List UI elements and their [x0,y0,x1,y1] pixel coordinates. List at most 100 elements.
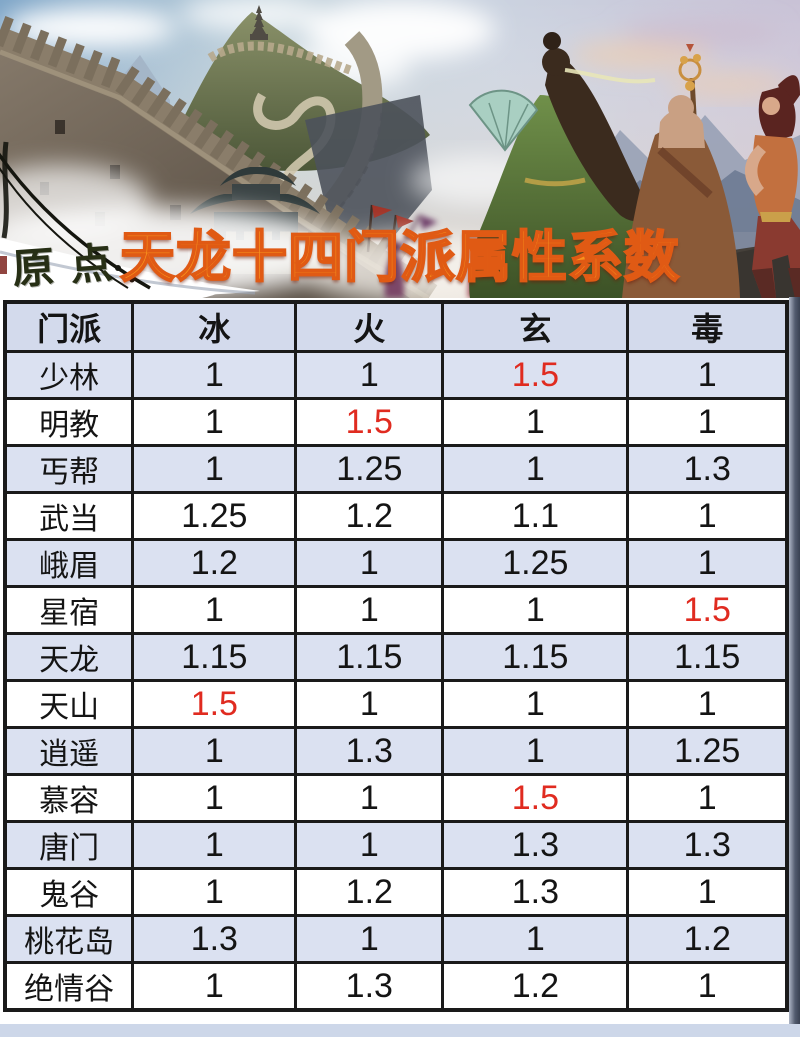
value-cell: 1.5 [626,585,789,635]
sect-cell: 绝情谷 [3,961,135,1012]
sect-cell: 少林 [3,350,135,400]
value-cell: 1.15 [626,632,789,682]
value-cell: 1 [294,820,445,870]
value-cell: 1 [626,773,789,823]
value-cell: 1 [131,961,298,1012]
value-cell: 1.3 [441,867,630,917]
value-cell: 1.2 [294,491,445,541]
table-row: 天山 1.5 1 1 1 [3,679,789,729]
value-cell: 1 [626,867,789,917]
value-cell: 1 [131,820,298,870]
value-cell: 1.1 [441,491,630,541]
value-cell: 1.3 [294,961,445,1012]
value-cell: 1 [626,679,789,729]
value-cell: 1.3 [626,820,789,870]
value-cell: 1 [626,350,789,400]
table-row: 唐门 1 1 1.3 1.3 [3,820,789,870]
winding-road [253,92,336,192]
table-body: 少林 1 1 1.5 1 明教 1 1.5 1 1 丐帮 1 1.25 1 1.3 武当 1.25 1.2 1.1 1… [3,350,789,1012]
value-cell: 1.25 [131,491,298,541]
value-cell: 1 [626,397,789,447]
great-wall-scene-illustration [0,0,800,298]
column-header-poison: 毒 [626,300,789,353]
sect-cell: 武当 [3,491,135,541]
header-artwork [0,0,800,298]
value-cell: 1.5 [441,350,630,400]
sect-cell: 慕容 [3,773,135,823]
value-cell: 1.15 [131,632,298,682]
sect-cell: 鬼谷 [3,867,135,917]
value-cell: 1.3 [294,726,445,776]
value-cell: 1 [441,914,630,964]
value-cell: 1 [626,538,789,588]
sect-cell: 天龙 [3,632,135,682]
value-cell: 1.3 [441,820,630,870]
value-cell: 1 [131,867,298,917]
sect-cell: 桃花岛 [3,914,135,964]
table-row: 明教 1 1.5 1 1 [3,397,789,447]
value-cell: 1 [294,350,445,400]
value-cell: 1 [131,585,298,635]
watermark: 原点 [10,238,130,293]
value-cell: 1.2 [131,538,298,588]
value-cell: 1 [131,444,298,494]
value-cell: 1.5 [131,679,298,729]
table-row: 天龙 1.15 1.15 1.15 1.15 [3,632,789,682]
sect-cell: 峨眉 [3,538,135,588]
column-header-sect: 门派 [3,300,135,353]
value-cell: 1.5 [441,773,630,823]
value-cell: 1.15 [294,632,445,682]
table-row: 绝情谷 1 1.3 1.2 1 [3,961,789,1012]
fan-icon [468,89,539,152]
value-cell: 1 [626,961,789,1012]
bottom-strip [0,1024,800,1037]
table-row: 逍遥 1 1.3 1 1.25 [3,726,789,776]
column-header-ice: 冰 [131,300,298,353]
table-row: 峨眉 1.2 1 1.25 1 [3,538,789,588]
value-cell: 1.25 [294,444,445,494]
table-row: 鬼谷 1 1.2 1.3 1 [3,867,789,917]
sect-cell: 星宿 [3,585,135,635]
table-header: 门派 冰 火 玄 毒 [3,300,789,353]
value-cell: 1 [441,397,630,447]
value-cell: 1 [131,397,298,447]
value-cell: 1.25 [441,538,630,588]
pagoda-icon [250,5,268,40]
value-cell: 1 [626,491,789,541]
table-row: 武当 1.25 1.2 1.1 1 [3,491,789,541]
value-cell: 1 [294,773,445,823]
value-cell: 1 [131,350,298,400]
column-header-mystic: 玄 [441,300,630,353]
value-cell: 1 [441,679,630,729]
value-cell: 1.5 [294,397,445,447]
value-cell: 1.2 [294,867,445,917]
sect-cell: 唐门 [3,820,135,870]
value-cell: 1.15 [441,632,630,682]
red-flags [372,205,414,228]
header-row: 门派 冰 火 玄 毒 [3,300,789,353]
red-female-character [744,75,800,298]
sect-cell: 明教 [3,397,135,447]
attribute-coefficient-table: 门派 冰 火 玄 毒 少林 1 1 1.5 1 明教 1 1.5 1 1 丐帮 1 1.25 1 1.3 武当… [3,300,789,1012]
value-cell: 1 [441,585,630,635]
value-cell: 1.2 [441,961,630,1012]
value-cell: 1 [294,679,445,729]
monk-character [622,44,740,298]
value-cell: 1 [441,444,630,494]
table-row: 星宿 1 1 1 1.5 [3,585,789,635]
value-cell: 1.3 [131,914,298,964]
value-cell: 1 [131,773,298,823]
value-cell: 1 [294,538,445,588]
sect-cell: 天山 [3,679,135,729]
value-cell: 1.2 [626,914,789,964]
table-row: 慕容 1 1 1.5 1 [3,773,789,823]
red-seal [0,256,7,274]
value-cell: 1 [294,585,445,635]
value-cell: 1 [131,726,298,776]
sect-cell: 丐帮 [3,444,135,494]
table-row: 丐帮 1 1.25 1 1.3 [3,444,789,494]
value-cell: 1 [441,726,630,776]
value-cell: 1.3 [626,444,789,494]
column-header-fire: 火 [294,300,445,353]
